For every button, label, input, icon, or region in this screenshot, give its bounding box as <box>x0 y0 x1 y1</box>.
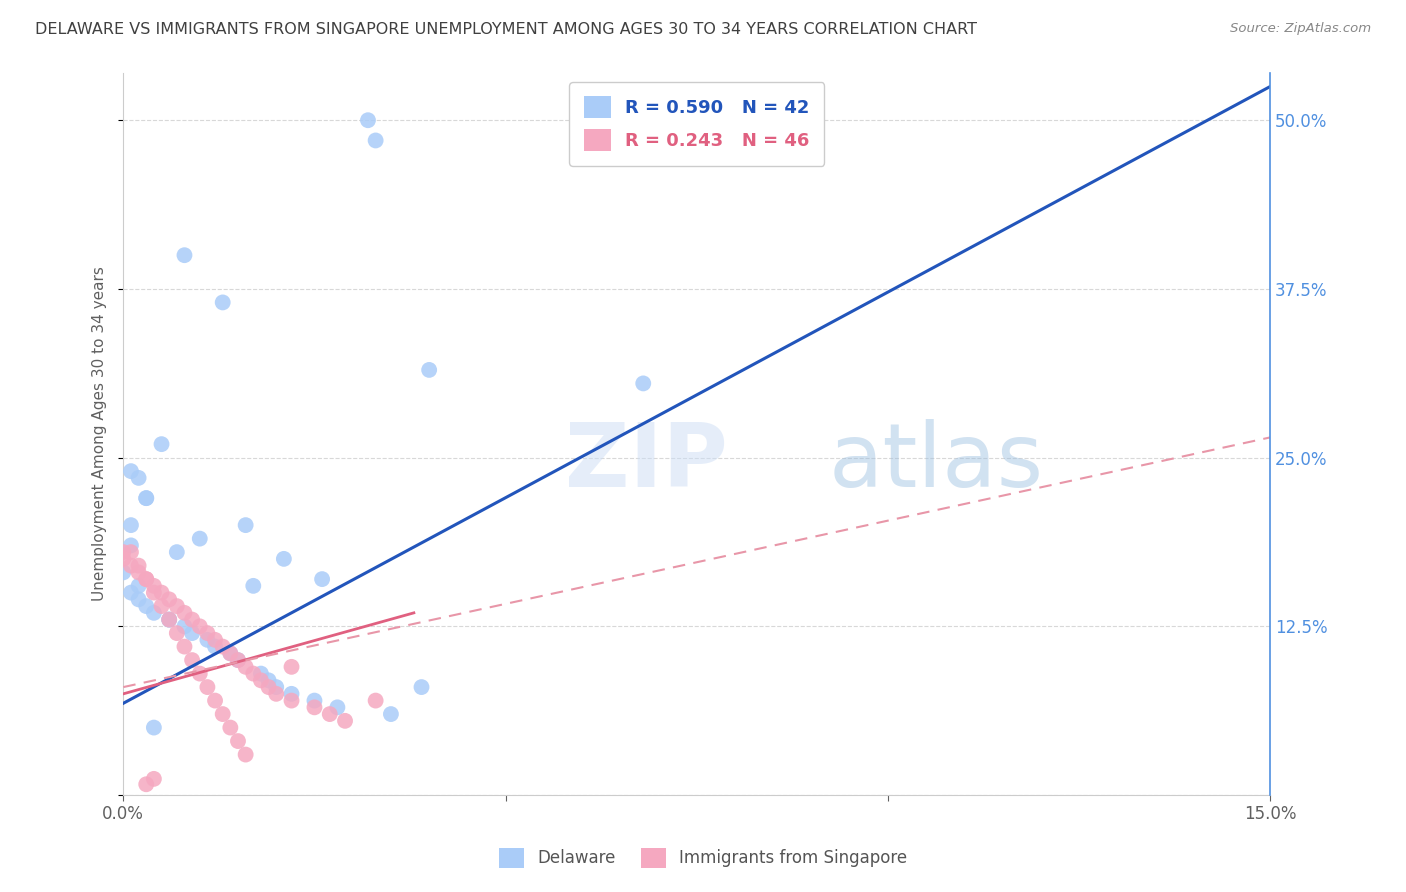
Point <box>150 599 173 613</box>
Point <box>226 734 249 748</box>
Point <box>157 613 180 627</box>
Point <box>173 619 195 633</box>
Point <box>142 606 165 620</box>
Point <box>411 680 433 694</box>
Point <box>219 646 242 660</box>
Point <box>112 566 135 580</box>
Point <box>280 687 302 701</box>
Point <box>181 613 204 627</box>
Point <box>142 721 165 735</box>
Point <box>211 640 233 654</box>
Point <box>120 545 142 559</box>
Point <box>242 666 264 681</box>
Text: Source: ZipAtlas.com: Source: ZipAtlas.com <box>1230 22 1371 36</box>
Point <box>181 626 204 640</box>
Legend: Delaware, Immigrants from Singapore: Delaware, Immigrants from Singapore <box>492 841 914 875</box>
Point <box>128 566 150 580</box>
Point <box>219 646 242 660</box>
Point <box>380 707 402 722</box>
Point <box>135 572 157 586</box>
Point <box>120 538 142 552</box>
Point <box>304 693 326 707</box>
Point <box>280 660 302 674</box>
Point <box>157 613 180 627</box>
Point <box>120 585 142 599</box>
Point <box>173 248 195 262</box>
Point <box>166 599 188 613</box>
Point <box>157 613 180 627</box>
Point <box>142 772 165 786</box>
Point <box>120 558 142 573</box>
Point <box>235 518 257 533</box>
Y-axis label: Unemployment Among Ages 30 to 34 years: Unemployment Among Ages 30 to 34 years <box>93 267 107 601</box>
Point <box>135 777 157 791</box>
Point <box>364 693 387 707</box>
Point <box>235 747 257 762</box>
Point <box>188 532 211 546</box>
Point <box>135 572 157 586</box>
Point <box>280 693 302 707</box>
Point <box>120 464 142 478</box>
Point <box>219 721 242 735</box>
Point <box>633 376 655 391</box>
Text: DELAWARE VS IMMIGRANTS FROM SINGAPORE UNEMPLOYMENT AMONG AGES 30 TO 34 YEARS COR: DELAWARE VS IMMIGRANTS FROM SINGAPORE UN… <box>35 22 977 37</box>
Point <box>357 113 380 128</box>
Point <box>128 558 150 573</box>
Point <box>204 632 226 647</box>
Text: ZIP: ZIP <box>565 419 728 507</box>
Point <box>242 579 264 593</box>
Point <box>112 545 135 559</box>
Point <box>181 653 204 667</box>
Point <box>112 552 135 566</box>
Point <box>204 640 226 654</box>
Point <box>257 673 280 688</box>
Point <box>120 518 142 533</box>
Point <box>250 666 273 681</box>
Point <box>128 579 150 593</box>
Point <box>418 363 440 377</box>
Point <box>166 545 188 559</box>
Point <box>128 471 150 485</box>
Point <box>273 552 295 566</box>
Point <box>226 653 249 667</box>
Point <box>142 579 165 593</box>
Point <box>135 599 157 613</box>
Point <box>188 666 211 681</box>
Point <box>135 491 157 505</box>
Point <box>197 680 219 694</box>
Point <box>304 700 326 714</box>
Point <box>211 295 233 310</box>
Point <box>226 653 249 667</box>
Point <box>197 632 219 647</box>
Point <box>333 714 356 728</box>
Point <box>173 640 195 654</box>
Point <box>257 680 280 694</box>
Legend: R = 0.590   N = 42, R = 0.243   N = 46: R = 0.590 N = 42, R = 0.243 N = 46 <box>569 82 824 166</box>
Point <box>173 606 195 620</box>
Point <box>204 693 226 707</box>
Point <box>197 626 219 640</box>
Point <box>264 687 287 701</box>
Point <box>311 572 333 586</box>
Point <box>166 626 188 640</box>
Point <box>157 592 180 607</box>
Point <box>142 585 165 599</box>
Point <box>235 660 257 674</box>
Point <box>135 491 157 505</box>
Point <box>211 707 233 722</box>
Point <box>150 437 173 451</box>
Point <box>150 585 173 599</box>
Point <box>188 619 211 633</box>
Point <box>364 133 387 147</box>
Point <box>128 592 150 607</box>
Point <box>250 673 273 688</box>
Point <box>326 700 349 714</box>
Point <box>264 680 287 694</box>
Text: atlas: atlas <box>828 419 1043 507</box>
Point <box>319 707 342 722</box>
